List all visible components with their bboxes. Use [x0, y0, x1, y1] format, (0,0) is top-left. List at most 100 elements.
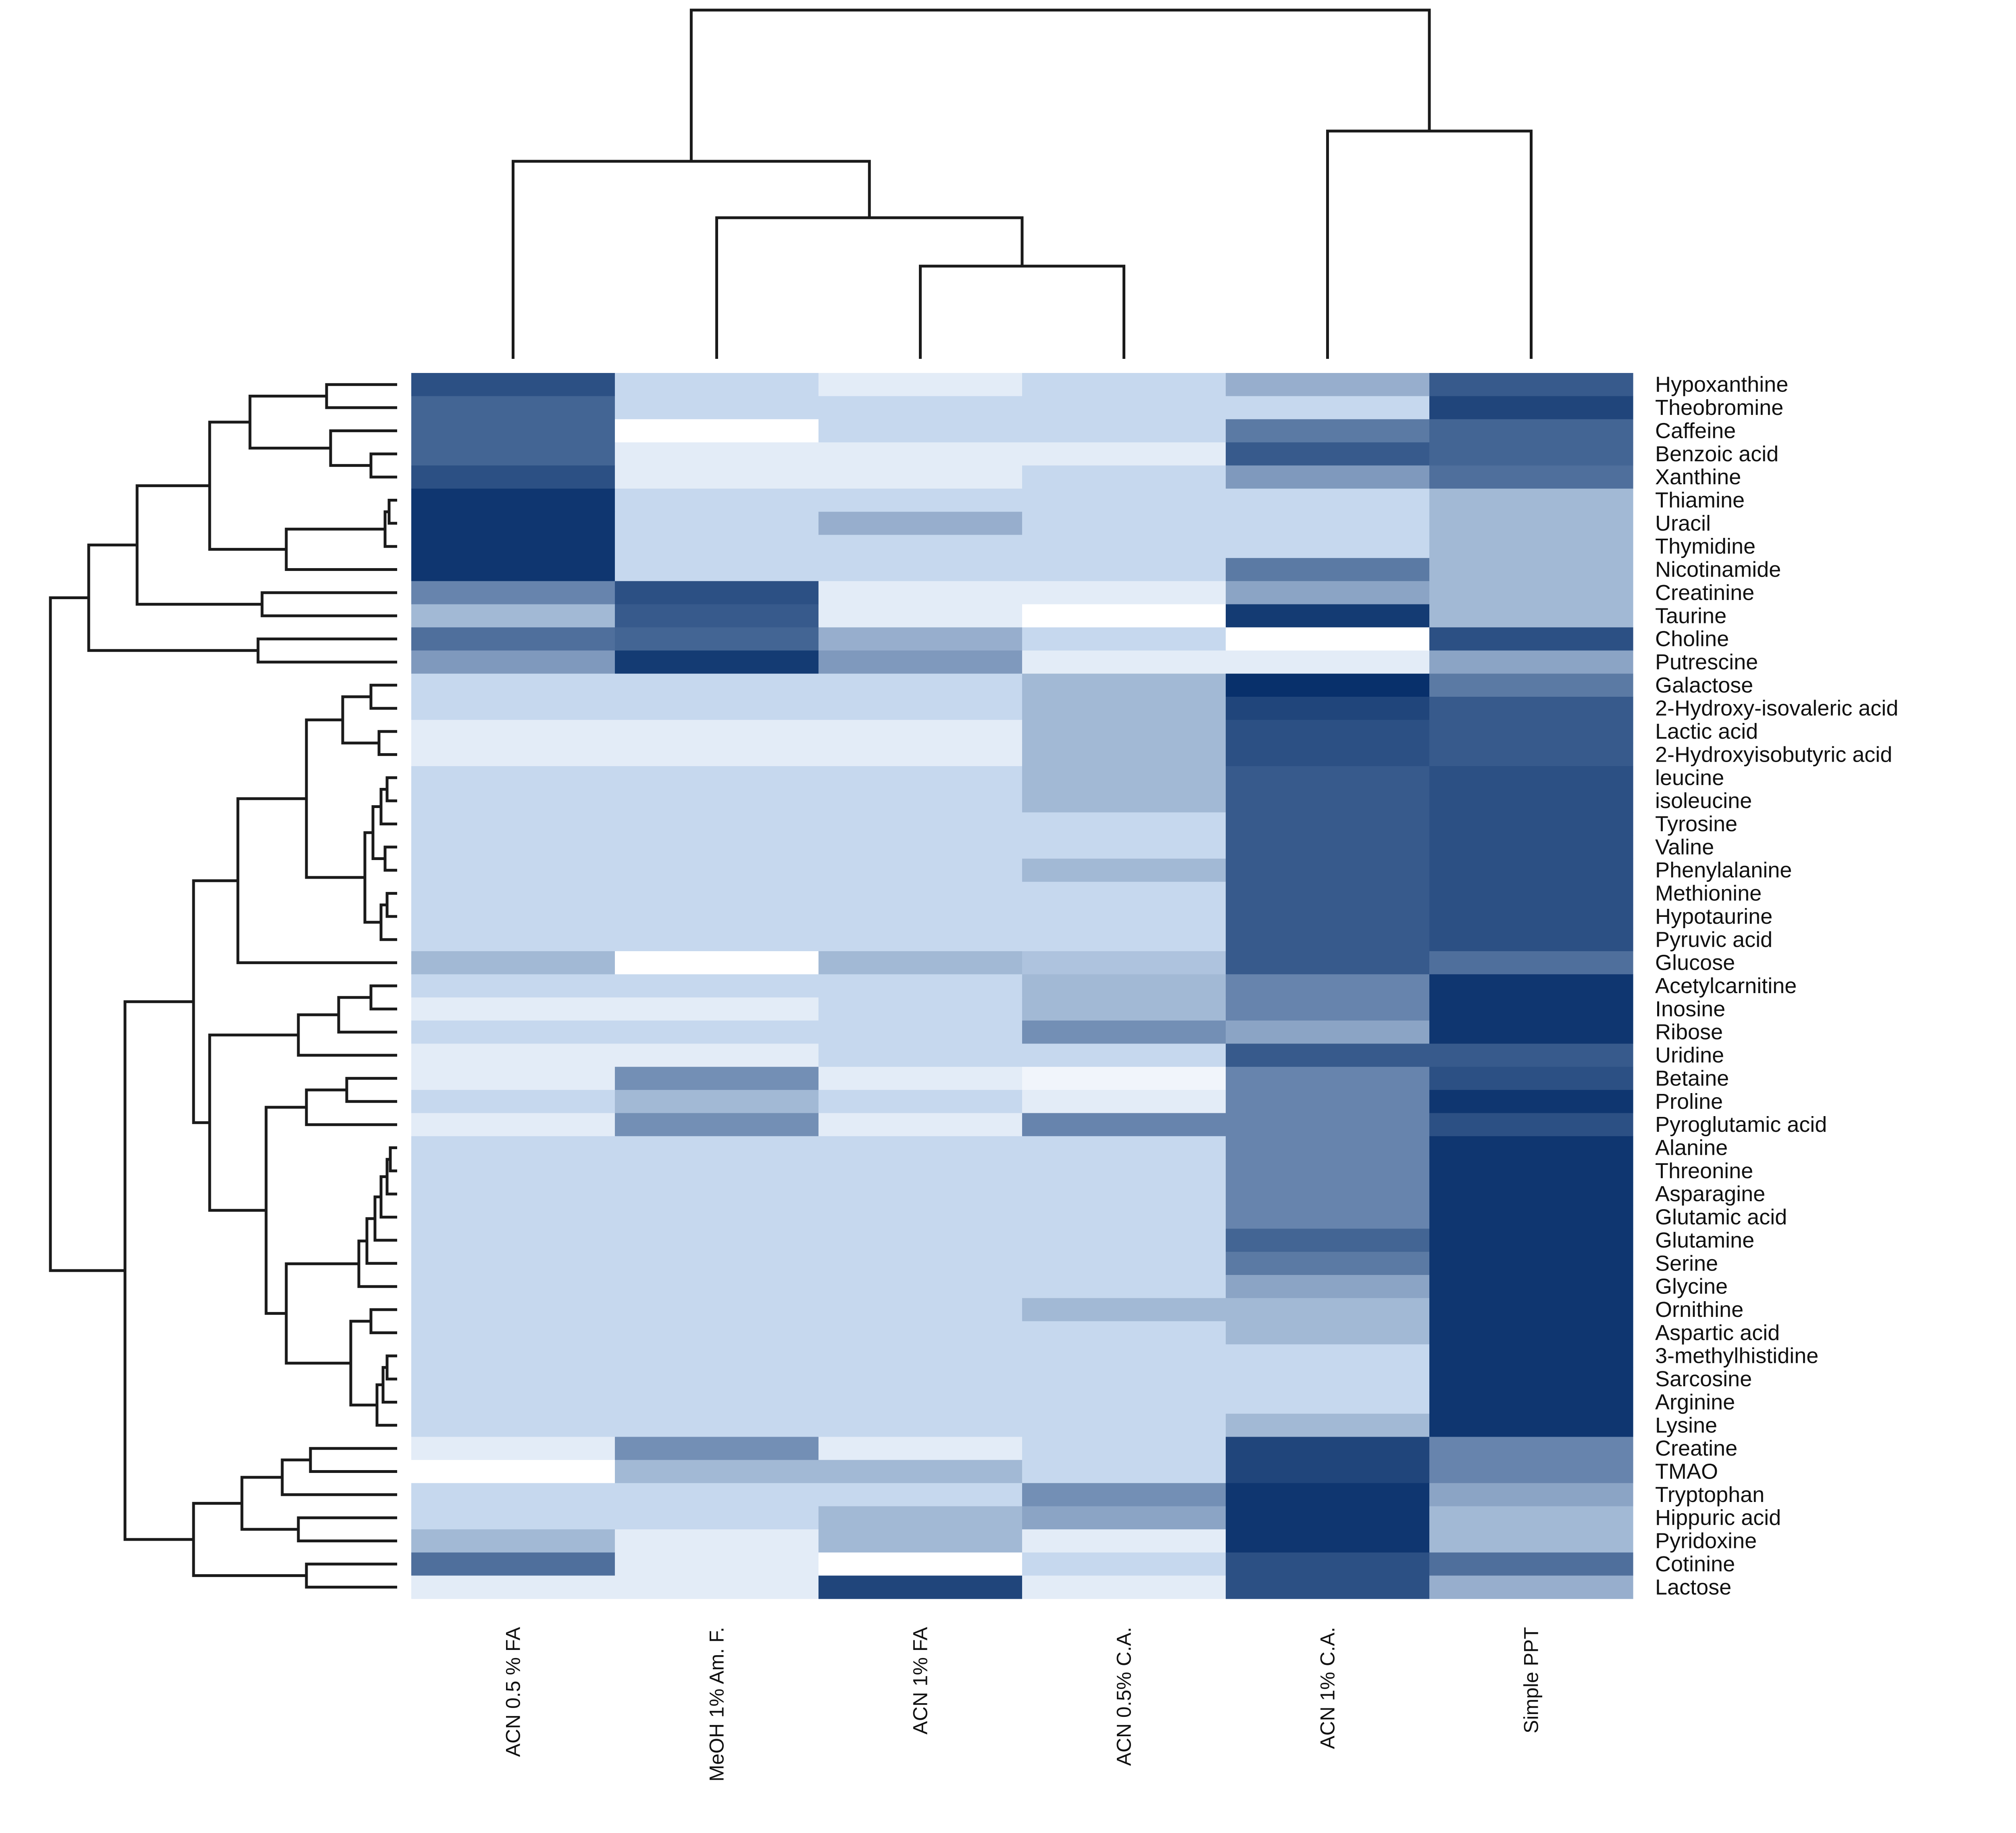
heatmap-cell: [1226, 789, 1430, 813]
row-label: Glucose: [1655, 951, 1735, 975]
heatmap-cell: [1226, 1159, 1430, 1183]
dendrogram-branch: [285, 1262, 359, 1365]
heatmap-cell: [818, 1575, 1023, 1599]
row-label: Hippuric acid: [1655, 1506, 1781, 1530]
heatmap-cell: [411, 697, 615, 720]
heatmap-cell: [1226, 835, 1430, 859]
heatmap-cell: [1022, 1414, 1226, 1437]
dendrogram-branch: [389, 1146, 397, 1173]
heatmap-cell: [615, 1321, 819, 1345]
row-label: 2-Hydroxy-isovaleric acid: [1655, 696, 1898, 721]
row-label: Pyridoxine: [1655, 1529, 1757, 1553]
dendrogram-branch: [208, 421, 286, 551]
heatmap-cell: [818, 1229, 1023, 1252]
heatmap-cell: [1022, 997, 1226, 1021]
heatmap-cell: [818, 419, 1023, 443]
row-label: Hypoxanthine: [1655, 373, 1788, 397]
row-label: leucine: [1655, 766, 1724, 790]
row-label: Uridine: [1655, 1043, 1724, 1067]
heatmap-cell: [411, 1275, 615, 1298]
heatmap-cell: [1429, 581, 1633, 605]
heatmap-cell: [1022, 1090, 1226, 1114]
heatmap-cell: [615, 974, 819, 998]
dendrogram-branch: [123, 1000, 194, 1541]
heatmap-cell: [1429, 442, 1633, 466]
heatmap-cell: [615, 396, 819, 420]
heatmap-cell: [411, 1113, 615, 1137]
heatmap-cell: [411, 488, 615, 512]
heatmap-cell: [1226, 1506, 1430, 1530]
heatmap-cell: [1022, 1298, 1226, 1322]
heatmap-cell: [411, 673, 615, 697]
heatmap-cell: [1226, 1136, 1430, 1160]
heatmap-cell: [1022, 1390, 1226, 1414]
heatmap-cell: [1429, 1066, 1633, 1090]
heatmap-cell: [615, 1159, 819, 1183]
heatmap-cell: [411, 396, 615, 420]
heatmap-cell: [1022, 1021, 1226, 1044]
row-label: Cotinine: [1655, 1552, 1735, 1576]
heatmap-cell: [615, 1066, 819, 1090]
heatmap-cell: [615, 1506, 819, 1530]
heatmap-cell: [1022, 1229, 1226, 1252]
row-label: Serine: [1655, 1251, 1718, 1275]
heatmap-cell: [615, 1575, 819, 1599]
heatmap-cell: [1022, 1275, 1226, 1298]
heatmap-cell: [615, 997, 819, 1021]
heatmap-cell: [615, 558, 819, 581]
heatmap-cell: [615, 512, 819, 535]
heatmap-cell: [1022, 1437, 1226, 1460]
heatmap-cell: [411, 1229, 615, 1252]
row-label: Xanthine: [1655, 465, 1741, 489]
heatmap-cell: [615, 1414, 819, 1437]
heatmap-cell: [818, 1344, 1023, 1368]
heatmap-cell: [615, 812, 819, 836]
heatmap-cell: [1022, 673, 1226, 697]
heatmap-cell: [1429, 465, 1633, 489]
dendrogram-branch: [192, 1502, 306, 1577]
dendrogram-branch: [135, 484, 262, 606]
heatmap-cell: [1226, 1229, 1430, 1252]
heatmap-cell: [1226, 1529, 1430, 1553]
heatmap-cell: [1429, 789, 1633, 813]
heatmap-cell: [615, 1552, 819, 1576]
heatmap-cell: [818, 789, 1023, 813]
heatmap-cell: [1429, 1136, 1633, 1160]
heatmap-cell: [1429, 1529, 1633, 1553]
heatmap-cell: [818, 512, 1023, 535]
heatmap-cell: [411, 512, 615, 535]
dendrogram-branch: [281, 1458, 397, 1496]
heatmap-cell: [1429, 1229, 1633, 1252]
heatmap-cell: [411, 1182, 615, 1206]
heatmap-cell: [1022, 1344, 1226, 1368]
heatmap-cell: [1022, 1460, 1226, 1483]
heatmap-cell: [1429, 535, 1633, 558]
heatmap-cell: [411, 1021, 615, 1044]
heatmap-cell: [411, 1136, 615, 1160]
heatmap-cell: [1226, 1182, 1430, 1206]
heatmap-cell: [411, 1090, 615, 1114]
heatmap-cell: [615, 650, 819, 674]
heatmap-cell: [818, 974, 1023, 998]
heatmap-cell: [1226, 1252, 1430, 1275]
row-label: Creatine: [1655, 1436, 1737, 1460]
heatmap-cell: [818, 1437, 1023, 1460]
heatmap-cell: [411, 442, 615, 466]
dendrogram-branch: [337, 996, 397, 1034]
row-label: Lactose: [1655, 1575, 1731, 1599]
heatmap-cell: [1226, 373, 1430, 396]
heatmap-cell: [1022, 835, 1226, 859]
heatmap-cells: [411, 373, 1633, 1599]
heatmap-cell: [1429, 1275, 1633, 1298]
heatmap-cell: [818, 396, 1023, 420]
heatmap-cell: [1429, 812, 1633, 836]
heatmap-cell: [411, 905, 615, 929]
heatmap-cell: [818, 743, 1023, 767]
heatmap-cell: [1226, 419, 1430, 443]
heatmap-cell: [615, 1252, 819, 1275]
dendrogram-branch: [371, 805, 385, 860]
heatmap-cell: [1022, 627, 1226, 651]
heatmap-cell: [411, 1460, 615, 1483]
dendrogram-branch: [256, 637, 397, 664]
heatmap-cell: [1429, 1506, 1633, 1530]
